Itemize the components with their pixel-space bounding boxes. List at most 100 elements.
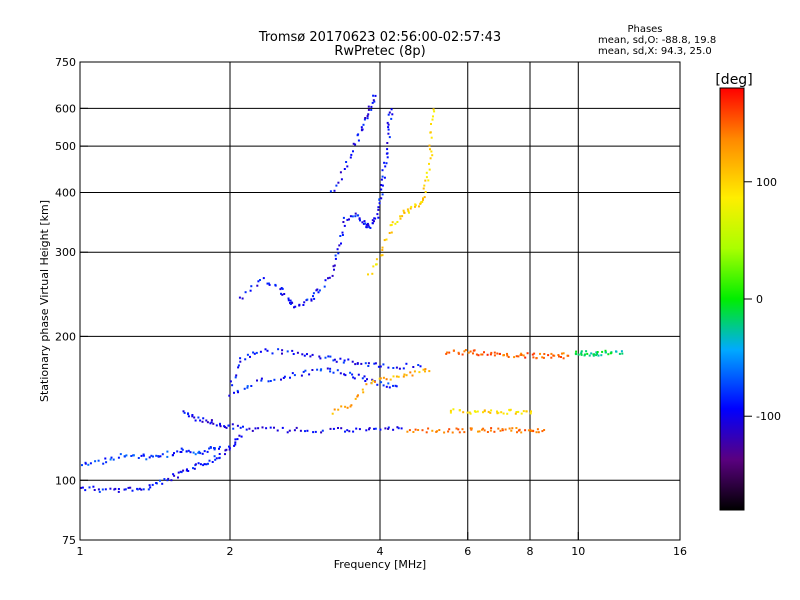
data-point	[358, 428, 361, 431]
colorbar-tick-label: 0	[756, 293, 763, 306]
data-point	[109, 458, 112, 461]
data-point	[443, 431, 446, 434]
data-point	[346, 406, 349, 409]
data-point	[137, 457, 140, 459]
data-point	[124, 488, 127, 491]
data-point	[159, 479, 161, 482]
data-point	[428, 370, 431, 373]
data-point	[343, 359, 346, 362]
data-point	[350, 404, 353, 407]
data-point	[371, 101, 374, 104]
data-point	[344, 374, 347, 377]
data-point	[366, 378, 368, 381]
data-point	[123, 488, 126, 491]
data-point	[233, 391, 235, 394]
data-point	[561, 352, 563, 355]
data-point	[131, 489, 134, 492]
data-point	[463, 350, 466, 353]
data-point	[232, 427, 235, 430]
data-point	[374, 362, 377, 365]
data-point	[225, 448, 228, 451]
data-point	[335, 360, 338, 363]
data-point	[339, 372, 342, 375]
data-point	[593, 353, 596, 356]
data-point	[192, 467, 194, 470]
data-point	[256, 284, 259, 287]
data-point	[355, 427, 358, 430]
data-point	[348, 430, 351, 433]
data-point	[136, 488, 139, 491]
data-point	[387, 426, 390, 429]
data-point	[129, 486, 132, 489]
data-point	[306, 298, 309, 301]
data-point	[542, 356, 545, 359]
data-point	[339, 235, 342, 237]
data-point	[189, 451, 192, 454]
data-point	[349, 156, 352, 159]
data-point	[597, 354, 600, 357]
data-point	[422, 187, 425, 190]
data-point	[80, 486, 82, 489]
data-point	[262, 277, 265, 280]
data-point	[387, 113, 390, 116]
data-point	[365, 226, 368, 229]
data-point	[530, 410, 532, 413]
data-point	[273, 378, 276, 381]
data-point	[560, 356, 562, 358]
data-point	[364, 380, 367, 382]
data-point	[509, 408, 512, 411]
data-point	[210, 419, 213, 422]
data-point	[227, 424, 230, 427]
data-point	[401, 215, 404, 218]
data-point	[252, 351, 255, 354]
data-point	[261, 426, 264, 429]
data-point	[458, 431, 461, 434]
data-point	[357, 214, 360, 217]
data-point	[615, 350, 617, 353]
data-point	[451, 431, 454, 434]
data-point	[239, 357, 242, 360]
x-tick-label: 2	[227, 545, 234, 558]
data-point	[198, 450, 201, 453]
data-point	[481, 353, 484, 356]
data-point	[187, 415, 190, 418]
data-point	[344, 430, 346, 433]
data-point	[547, 354, 550, 357]
data-point	[419, 365, 422, 368]
data-point	[228, 448, 231, 451]
data-point	[379, 377, 382, 380]
data-point	[376, 383, 379, 386]
data-point	[319, 369, 322, 372]
data-point	[287, 299, 290, 302]
data-point	[387, 123, 390, 126]
data-point	[206, 450, 209, 453]
data-point	[181, 448, 184, 451]
data-point	[101, 488, 104, 491]
data-point	[429, 131, 432, 134]
data-point	[378, 377, 381, 380]
data-point	[449, 411, 452, 414]
x-tick-label: 10	[571, 545, 585, 558]
data-point	[112, 458, 115, 461]
data-point	[419, 202, 422, 205]
data-point	[580, 351, 583, 354]
data-point	[516, 431, 518, 434]
data-point	[286, 350, 289, 353]
data-point	[109, 487, 112, 490]
data-point	[373, 100, 376, 103]
data-point	[337, 252, 340, 255]
data-point	[387, 128, 390, 131]
data-point	[387, 126, 390, 129]
data-point	[293, 374, 296, 377]
data-point	[378, 202, 381, 205]
data-point	[424, 368, 427, 371]
data-point	[380, 381, 383, 384]
data-point	[266, 282, 269, 285]
data-point	[607, 353, 610, 356]
data-point	[352, 150, 354, 153]
data-point	[430, 136, 433, 139]
data-point	[250, 385, 253, 387]
data-point	[525, 410, 528, 413]
data-point	[517, 410, 520, 413]
data-point	[311, 353, 314, 356]
